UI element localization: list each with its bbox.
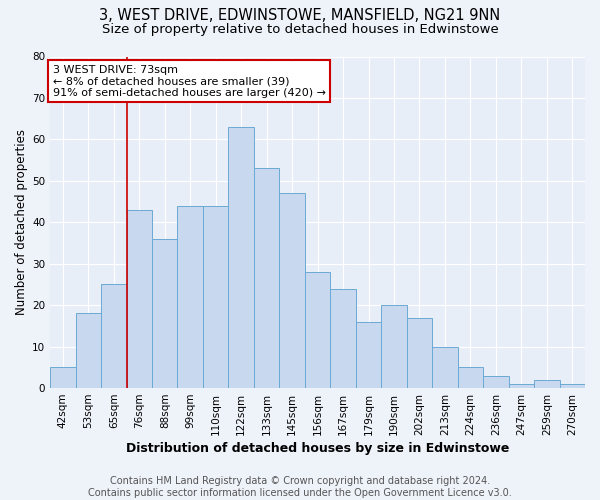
Bar [280,194,305,388]
Bar [101,284,127,388]
Bar [534,380,560,388]
Text: Size of property relative to detached houses in Edwinstowe: Size of property relative to detached ho… [101,22,499,36]
Bar [483,376,509,388]
X-axis label: Distribution of detached houses by size in Edwinstowe: Distribution of detached houses by size … [126,442,509,455]
Bar [458,368,483,388]
Bar [381,305,407,388]
Bar [127,210,152,388]
Text: Contains HM Land Registry data © Crown copyright and database right 2024.
Contai: Contains HM Land Registry data © Crown c… [88,476,512,498]
Bar [178,206,203,388]
Bar [305,272,331,388]
Bar [331,288,356,388]
Y-axis label: Number of detached properties: Number of detached properties [15,130,28,316]
Bar [152,239,178,388]
Bar [203,206,229,388]
Bar [509,384,534,388]
Text: 3 WEST DRIVE: 73sqm
← 8% of detached houses are smaller (39)
91% of semi-detache: 3 WEST DRIVE: 73sqm ← 8% of detached hou… [53,65,326,98]
Bar [76,314,101,388]
Bar [229,127,254,388]
Text: 3, WEST DRIVE, EDWINSTOWE, MANSFIELD, NG21 9NN: 3, WEST DRIVE, EDWINSTOWE, MANSFIELD, NG… [100,8,500,22]
Bar [432,346,458,388]
Bar [407,318,432,388]
Bar [356,322,381,388]
Bar [50,368,76,388]
Bar [254,168,280,388]
Bar [560,384,585,388]
